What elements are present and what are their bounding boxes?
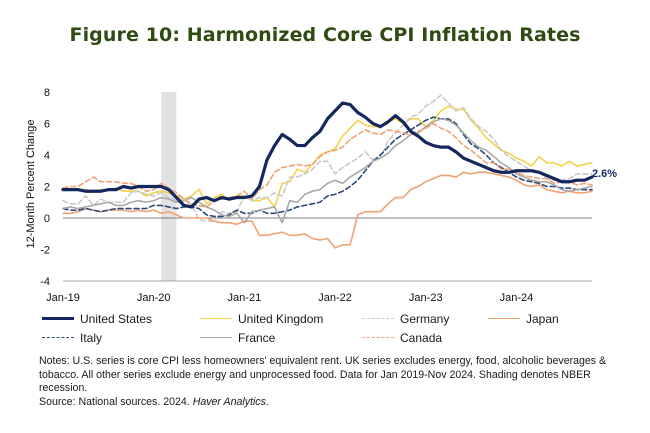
line-chart: -4 -2 0 2 4 6 8 Jan-19 Jan-20 Jan-21 Jan-22 Jan-23 J… — [25, 87, 617, 304]
recession-shading — [161, 92, 177, 281]
series-line-japan — [62, 171, 593, 249]
notes-text: Notes: U.S. series is core CPI less home… — [39, 355, 607, 394]
x-tick-label: Jan-20 — [137, 292, 171, 304]
x-tick-label: Jan-23 — [409, 292, 443, 304]
legend-swatch-italy — [42, 337, 74, 338]
legend-swatch-united-states — [42, 317, 74, 320]
legend-swatch-japan — [488, 318, 520, 319]
legend-label: United States — [80, 312, 153, 326]
series-line-united-states — [61, 101, 594, 209]
y-tick-label: 4 — [44, 150, 50, 162]
x-tick-label: Jan-21 — [228, 292, 262, 304]
series-line-canada — [62, 122, 593, 208]
source-line: Source: National sources. 2024. Haver An… — [39, 396, 629, 410]
y-tick-label: -4 — [40, 276, 50, 288]
y-tick-label: 2 — [44, 182, 50, 194]
legend-label: Italy — [80, 331, 103, 345]
source-italic: Haver Analytics — [192, 395, 266, 408]
y-tick-label: 0 — [44, 213, 50, 225]
x-tick-label: Jan-22 — [318, 292, 352, 304]
y-tick-label: -2 — [40, 245, 50, 257]
legend-label: Germany — [400, 312, 450, 326]
y-tick-label: 6 — [44, 119, 50, 131]
legend-swatch-germany — [362, 318, 394, 319]
legend-swatch-france — [200, 337, 232, 338]
legend-label: United Kingdom — [238, 312, 324, 326]
series-line-germany — [62, 94, 593, 222]
chart-title: Figure 10: Harmonized Core CPI Inflation… — [69, 24, 581, 46]
recession-shading-layer — [161, 92, 177, 281]
series-line-france — [62, 117, 593, 224]
source-suffix: . — [265, 395, 269, 408]
legend-label: Japan — [526, 312, 559, 326]
end-value-label: 2.6% — [592, 168, 617, 180]
series-line-italy — [62, 116, 593, 218]
axis-layer: -4 -2 0 2 4 6 8 Jan-19 Jan-20 Jan-21 Jan-22 Jan-23 J… — [40, 87, 592, 304]
legend-label: France — [238, 331, 276, 345]
legend-label: Canada — [400, 331, 443, 345]
source-prefix: Source: National sources. 2024. — [39, 395, 193, 408]
legend-swatch-canada — [362, 337, 394, 338]
chart-notes: Notes: U.S. series is core CPI less home… — [39, 355, 629, 409]
x-tick-label: Jan-24 — [500, 292, 534, 304]
y-tick-label: 8 — [44, 87, 50, 99]
legend-swatch-united-kingdom — [200, 318, 232, 319]
y-axis-label: 12-Month Percent Change — [25, 119, 37, 248]
x-tick-label: Jan-19 — [46, 292, 80, 304]
series-layer — [61, 94, 594, 249]
